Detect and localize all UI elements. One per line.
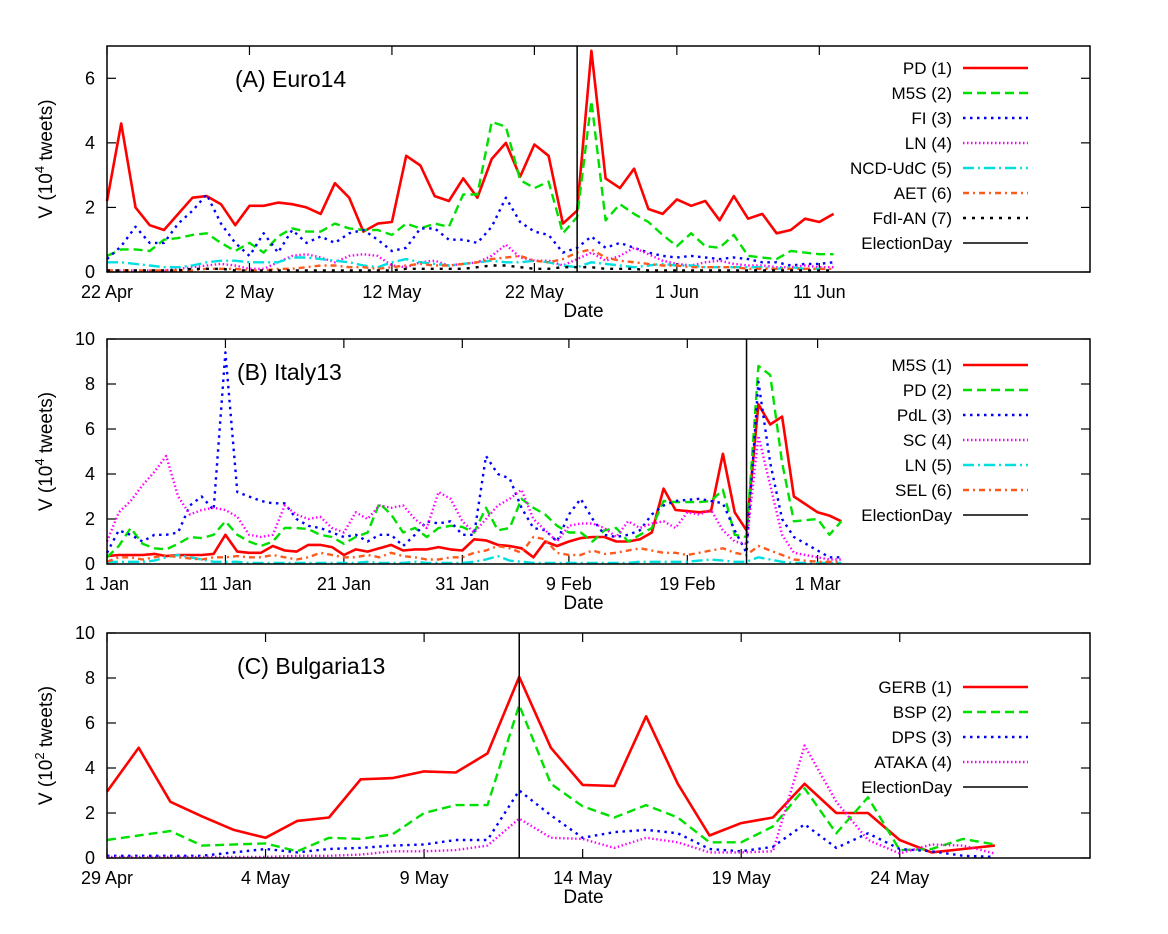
legend-label: DPS (3) [892, 728, 952, 747]
x-tick-label: 24 May [870, 868, 929, 888]
x-tick-label: 12 May [362, 282, 421, 302]
x-tick-label: 9 Feb [546, 574, 592, 594]
y-tick-label: 6 [85, 419, 95, 439]
legend-label: M5S (1) [892, 356, 952, 375]
series-line-dps-3 [107, 789, 995, 859]
y-tick-label: 6 [85, 68, 95, 88]
y-axis-label-exponent: 4 [32, 166, 47, 173]
series-line-pdl-3 [105, 351, 842, 559]
x-tick-label: 11 Jun [793, 282, 846, 302]
y-tick-label: 6 [85, 713, 95, 733]
y-axis-label-prefix: V (10 [36, 466, 57, 511]
x-tick-label: 14 May [553, 868, 612, 888]
x-tick-label: 29 Apr [81, 868, 133, 888]
x-tick-label: 31 Jan [435, 574, 489, 594]
legend-label: PD (1) [903, 59, 952, 78]
panel-title: (A) Euro14 [235, 66, 346, 92]
plot-frame [106, 45, 1091, 273]
y-axis-label: V (102 tweets) [32, 686, 57, 805]
x-axis-label: Date [563, 593, 603, 614]
legend-label: NCD-UdC (5) [850, 159, 952, 178]
x-tick-label: 21 Jan [317, 574, 371, 594]
legend-label: LN (5) [905, 456, 952, 475]
x-axis-label: Date [563, 887, 603, 908]
panel-2: 0 2 4 6 8 10 1 Jan 11 Jan 21 Jan 31 Jan 9 Feb 19 Fe… [32, 329, 1091, 614]
legend-label: M5S (2) [892, 84, 952, 103]
y-axis-label-exponent: 4 [32, 458, 47, 465]
panel-title: (C) Bulgaria13 [237, 653, 385, 679]
legend-label: SEL (6) [895, 481, 952, 500]
legend-label: LN (4) [905, 134, 952, 153]
x-tick-label: 19 May [712, 868, 771, 888]
y-axis-label-prefix: V (10 [36, 760, 57, 805]
legend-label: PdL (3) [897, 406, 952, 425]
y-tick-label: 10 [75, 329, 95, 349]
y-axis-label-prefix: V (10 [36, 173, 57, 218]
legend-label: GERB (1) [878, 678, 952, 697]
series-line-gerb-1 [105, 675, 996, 854]
x-tick-label: 2 May [225, 282, 274, 302]
y-tick-label: 2 [85, 197, 95, 217]
y-tick-label: 0 [85, 848, 95, 868]
y-tick-label: 8 [85, 668, 95, 688]
series-line-aet-6 [107, 248, 834, 272]
x-tick-label: 11 Jan [199, 574, 252, 594]
y-axis-label-exponent: 2 [32, 752, 47, 759]
plot-frame [106, 632, 1091, 859]
plot-frame [106, 338, 1091, 565]
series-line-pd-1 [105, 49, 835, 235]
y-tick-label: 2 [85, 803, 95, 823]
x-tick-label: 19 Feb [659, 574, 715, 594]
x-tick-label: 22 Apr [81, 282, 133, 302]
series-line-pd-2 [106, 364, 843, 559]
panel-1: 0 2 4 6 22 Apr 2 May 12 May 22 May 1 Jun 11 Jun Da… [32, 45, 1091, 322]
legend-label: FdI-AN (7) [873, 209, 952, 228]
y-axis-label-suffix: tweets) [36, 99, 57, 166]
y-tick-label: 0 [85, 554, 95, 574]
x-tick-label: 9 May [400, 868, 449, 888]
legend-label: ElectionDay [861, 234, 952, 253]
series-line-bsp-2 [106, 703, 996, 853]
legend-label: ATAKA (4) [874, 753, 952, 772]
y-tick-label: 2 [85, 509, 95, 529]
series-line-m5s-1 [106, 403, 842, 559]
legend-label: BSP (2) [893, 703, 952, 722]
series-line-sc-4 [105, 434, 842, 561]
y-tick-label: 4 [85, 133, 95, 153]
x-tick-label: 4 May [241, 868, 290, 888]
panel-3: 0 2 4 6 8 10 29 Apr 4 May 9 May 14 May 19 May 24 Ma… [32, 623, 1091, 908]
y-tick-label: 4 [85, 758, 95, 778]
y-tick-label: 8 [85, 374, 95, 394]
series-line-fi-3 [106, 193, 834, 267]
y-tick-label: 4 [85, 464, 95, 484]
series-line-sel-6 [106, 535, 842, 563]
y-axis-label: V (104 tweets) [32, 99, 57, 218]
legend-label: PD (2) [903, 381, 952, 400]
y-tick-label: 10 [75, 623, 95, 643]
y-axis-label: V (104 tweets) [32, 392, 57, 511]
x-tick-label: 1 Jun [655, 282, 699, 302]
x-tick-label: 22 May [505, 282, 564, 302]
legend-label: ElectionDay [861, 506, 952, 525]
y-axis-label-suffix: tweets) [36, 392, 57, 459]
legend-label: AET (6) [894, 184, 952, 203]
x-tick-label: 1 Mar [795, 574, 841, 594]
series-line-ln-5 [107, 553, 842, 565]
legend-label: SC (4) [903, 431, 952, 450]
y-axis-label-suffix: tweets) [36, 686, 57, 753]
x-tick-label: 1 Jan [85, 574, 129, 594]
series-line-m5s-2 [106, 99, 834, 261]
panel-title: (B) Italy13 [237, 359, 342, 385]
series-line-ataka-4 [107, 744, 996, 859]
y-tick-label: 0 [85, 262, 95, 282]
legend-label: FI (3) [911, 109, 952, 128]
legend-label: ElectionDay [861, 778, 952, 797]
x-axis-label: Date [563, 301, 603, 322]
